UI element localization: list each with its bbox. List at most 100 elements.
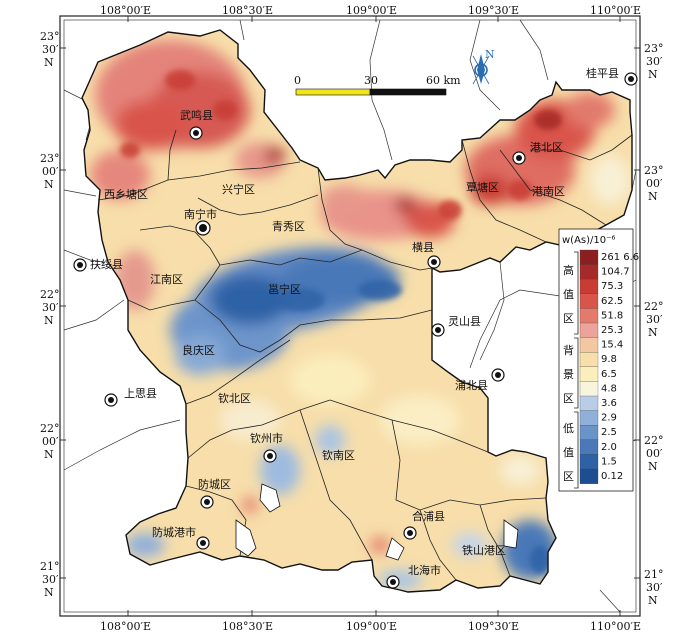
lat-deg: 21° <box>644 568 664 581</box>
legend-swatch <box>579 322 599 338</box>
legend-class-char: 值 <box>563 446 574 459</box>
legend-class-char: 区 <box>563 392 574 405</box>
lat-deg: 23° <box>644 42 664 55</box>
lat-deg: 23° <box>644 164 664 177</box>
lon-label: 110°00′E <box>590 620 641 633</box>
lon-label: 108°30′E <box>222 4 273 17</box>
legend-class-char: 高 <box>563 263 574 277</box>
lat-min: 30′ <box>646 55 663 68</box>
town-marker-icon <box>431 323 445 337</box>
place-label-qingxiu: 青秀区 <box>272 220 305 233</box>
graticule-ticks <box>60 16 640 616</box>
legend-swatch <box>579 293 599 309</box>
town-marker-icon <box>196 536 210 550</box>
place-labels: 武鸣县 西乡塘区 兴宁区 南宁市 青秀区 扶绥县 江南区 邕宁区 良庆区 上思县… <box>90 66 619 577</box>
legend-value: 104.7 <box>601 267 630 278</box>
scale-label-60: 60 km <box>426 74 461 87</box>
legend-swatch <box>579 381 599 397</box>
legend-swatch <box>579 410 599 426</box>
place-label-xixiangtang: 西乡塘区 <box>104 187 148 201</box>
lat-min: 30′ <box>646 581 663 594</box>
legend-class-labels: 高 值 区 背 景 区 低 值 区 <box>563 263 574 483</box>
legend-swatch <box>579 352 599 368</box>
lat-hem: N <box>648 594 658 607</box>
place-label-pubei: 浦北县 <box>455 379 488 392</box>
lon-label: 108°00′E <box>100 620 151 633</box>
lat-deg: 22° <box>644 434 664 447</box>
county-boundaries <box>97 129 633 581</box>
place-label-tieshangang: 铁山港区 <box>462 544 506 557</box>
lat-hem: N <box>648 326 658 339</box>
place-label-hepu: 合浦县 <box>412 509 445 523</box>
lon-label: 109°00′E <box>346 620 397 633</box>
legend-title: w(As)/10⁻⁶ <box>562 235 615 246</box>
legend-swatch <box>579 395 599 411</box>
legend-value: 2.5 <box>601 427 617 438</box>
town-marker-icon <box>189 126 203 140</box>
legend-swatch <box>579 337 599 353</box>
place-label-qintang: 覃塘区 <box>466 180 499 194</box>
lat-hem: N <box>44 178 54 191</box>
place-label-fusui: 扶绥县 <box>90 257 123 271</box>
legend-swatches: 261 6.6 104.7 75.3 62.5 51.8 25.3 15.4 9.8 6.5 4.… <box>579 249 639 484</box>
lat-hem: N <box>44 314 54 327</box>
lat-deg: 22° <box>40 422 60 435</box>
legend-swatch <box>579 249 599 265</box>
lat-min: 00′ <box>42 435 59 448</box>
place-label-hengxian: 横县 <box>412 240 434 254</box>
legend-brackets <box>574 251 579 489</box>
lon-label: 108°00′E <box>100 4 151 17</box>
town-marker-icon <box>386 575 400 589</box>
lat-hem: N <box>648 68 658 81</box>
longitude-labels-bottom: 108°00′E 108°30′E 109°00′E 109°30′E 110°… <box>100 620 641 633</box>
legend-value: 6.5 <box>601 369 617 380</box>
town-marker-icon <box>73 258 87 272</box>
legend-swatch <box>579 264 599 280</box>
lon-label: 109°00′E <box>346 4 397 17</box>
legend-value: 75.3 <box>601 281 623 292</box>
lat-hem: N <box>648 460 658 473</box>
lat-deg: 23° <box>40 152 60 165</box>
legend-class-char: 区 <box>563 470 574 483</box>
scale-bar-segment-1 <box>295 88 371 96</box>
lon-label: 109°30′E <box>468 4 519 17</box>
place-label-qinzhou: 钦州市 <box>250 431 283 445</box>
legend-value: 62.5 <box>601 296 623 307</box>
legend-value: 4.8 <box>601 383 617 394</box>
lat-min: 30′ <box>42 43 59 56</box>
place-label-wuming: 武鸣县 <box>180 108 213 122</box>
legend-class-char: 区 <box>563 312 574 325</box>
lat-deg: 22° <box>40 288 60 301</box>
legend-class-char: 低 <box>563 422 574 435</box>
legend-class-char: 景 <box>563 368 574 381</box>
place-label-qinbei: 钦北区 <box>218 392 251 405</box>
town-marker-icon <box>263 449 277 463</box>
legend-class-char: 背 <box>563 343 574 357</box>
legend-swatch <box>579 308 599 324</box>
legend-value: 2.9 <box>601 413 617 424</box>
scale-label-30: 30 <box>364 74 378 87</box>
legend-value: 25.3 <box>601 325 623 336</box>
town-marker-icon <box>427 255 441 269</box>
town-markers <box>73 72 638 589</box>
town-marker-icon <box>195 220 211 236</box>
legend-value: 51.8 <box>601 310 623 321</box>
lon-label: 108°30′E <box>222 620 273 633</box>
place-label-gangbei: 港北区 <box>530 141 563 154</box>
town-marker-icon <box>403 526 417 540</box>
lat-hem: N <box>44 56 54 69</box>
lat-min: 00′ <box>42 165 59 178</box>
place-label-beihai: 北海市 <box>408 563 441 577</box>
north-label: N <box>485 48 495 61</box>
place-label-jiangnan: 江南区 <box>150 273 183 286</box>
lat-hem: N <box>648 190 658 203</box>
lon-label: 109°30′E <box>468 620 519 633</box>
lat-min: 30′ <box>42 301 59 314</box>
legend-class-char: 值 <box>563 288 574 301</box>
town-marker-icon <box>200 495 214 509</box>
legend-swatch <box>579 439 599 455</box>
latitude-labels-left: 23° 30′ N 23° 00′ N 22° 30′ N 22° 00′ N … <box>40 30 60 599</box>
lon-label: 110°00′E <box>590 4 641 17</box>
north-arrow-icon: N <box>472 48 495 85</box>
